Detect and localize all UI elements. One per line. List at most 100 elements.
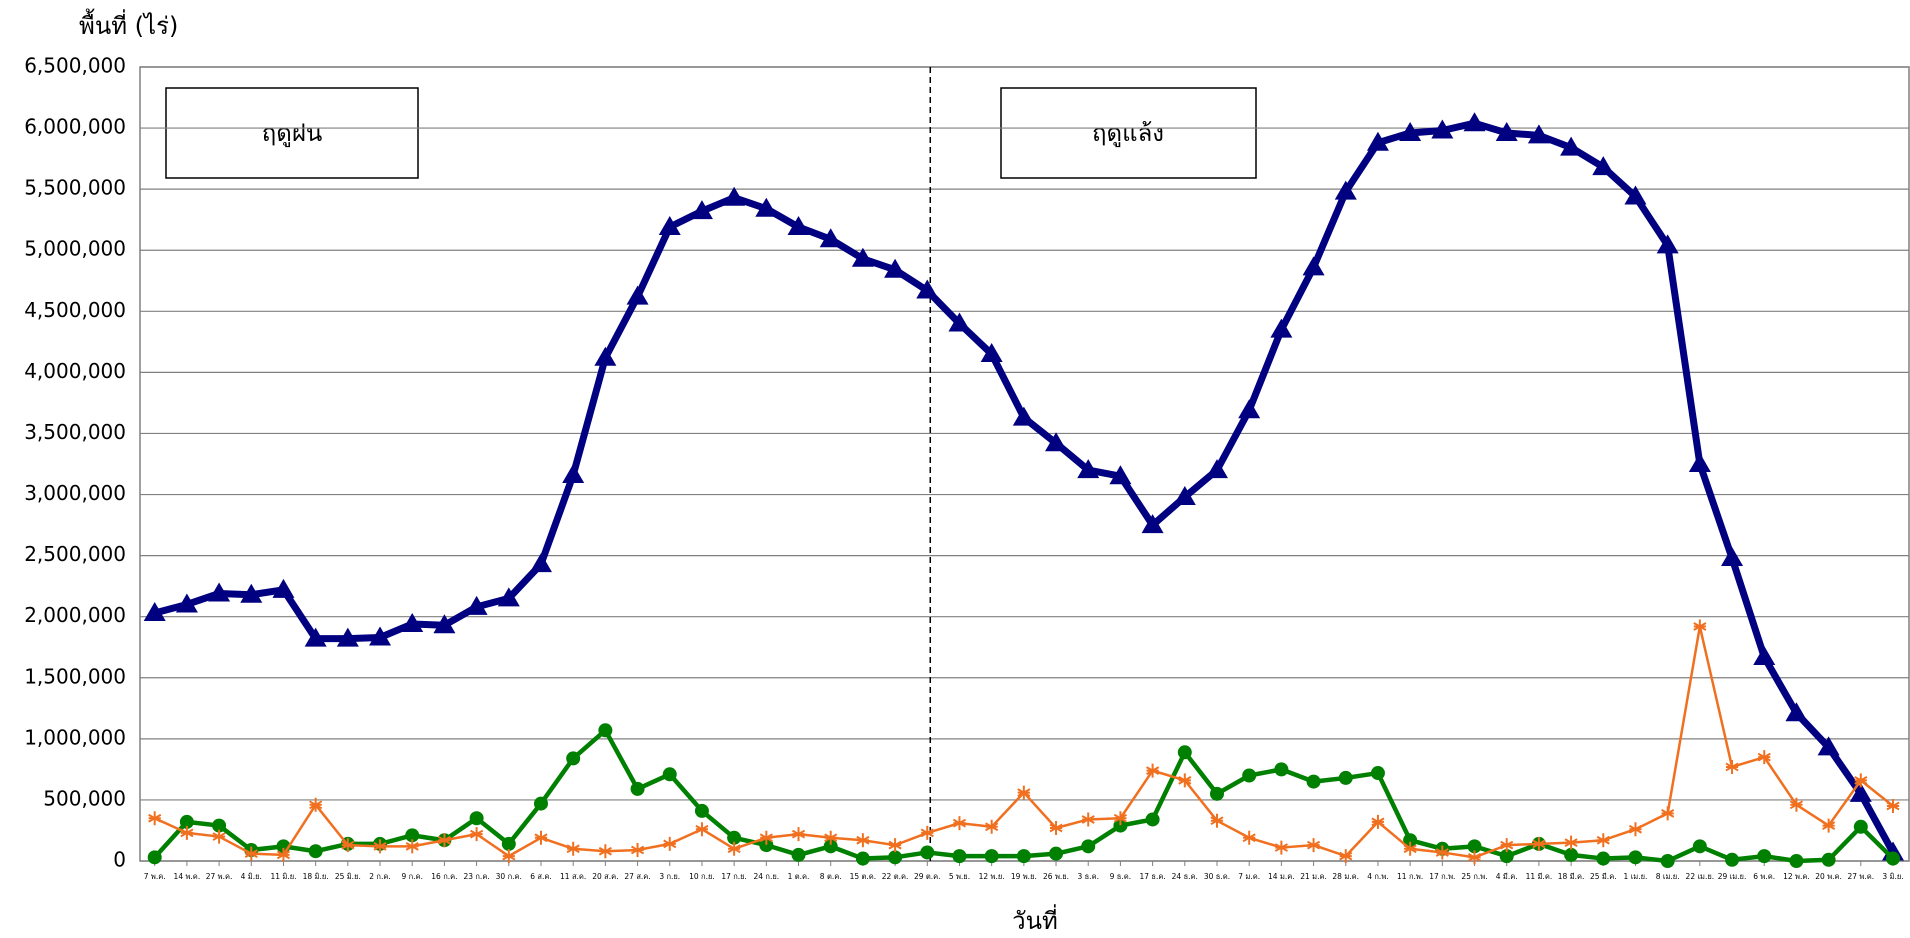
marker [272,578,295,598]
marker [143,602,166,622]
marker [1596,851,1611,866]
marker [1242,830,1256,845]
x-tick-label: 6 ส.ค. [530,872,552,881]
marker [1109,465,1132,485]
marker [405,828,420,843]
x-tick-label: 30 ธ.ค. [1204,872,1230,881]
marker [1366,131,1389,151]
y-tick-label: 3,500,000 [24,420,126,444]
x-tick-label: 18 มิ.ย. [303,872,329,881]
x-tick-label: 21 ม.ค. [1300,872,1327,881]
marker [1399,121,1422,141]
marker [1886,799,1900,814]
marker [470,827,484,842]
x-tick-label: 9 ธ.ค. [1110,872,1132,881]
x-tick-label: 20 ส.ค. [592,872,618,881]
x-tick-label: 20 พ.ค. [1815,872,1842,881]
y-tick-label: 5,500,000 [24,176,126,200]
marker [433,614,456,634]
marker [980,343,1003,363]
marker [465,595,488,615]
y-tick-label: 1,000,000 [24,725,126,749]
marker [1854,773,1868,788]
marker [1789,797,1803,812]
annotation: ฤดูฝน [262,119,323,148]
marker [1302,256,1325,276]
marker [1527,124,1550,144]
x-tick-label: 4 มิ.ย. [241,872,262,881]
x-tick-label: 23 ก.ค. [463,872,489,881]
marker [1656,234,1679,254]
marker [791,847,806,862]
marker [1624,185,1647,205]
marker [1785,702,1808,722]
series-line [153,119,1897,855]
marker [208,582,231,602]
marker [1596,833,1610,848]
x-tick-label: 3 มิ.ย. [1882,872,1903,881]
marker [1725,759,1739,774]
marker [630,781,645,796]
marker [1274,840,1288,855]
x-tick-label: 29 ต.ค. [914,872,941,881]
marker [884,258,907,278]
x-tick-label: 17 ก.ย. [721,872,747,881]
marker [1532,836,1546,851]
marker [723,186,746,206]
x-tick-label: 30 ก.ค. [496,872,522,881]
marker [1077,459,1100,479]
x-tick-label: 17 ธ.ค. [1139,872,1165,881]
annotation: ฤดูแล้ง [1092,119,1164,148]
marker [1146,763,1160,778]
marker [437,833,451,848]
y-tick-label: 6,500,000 [24,54,126,78]
marker [1081,812,1095,827]
x-tick-label: 10 ก.ย. [689,872,715,881]
series-line [154,625,1894,859]
marker [1177,745,1192,760]
marker [1692,839,1707,854]
x-tick-label: 27 พ.ค. [206,872,233,881]
marker [148,811,162,826]
marker [1628,822,1643,837]
x-tick-label: 7 พ.ค. [144,872,166,881]
marker [1049,846,1064,861]
x-tick-label: 25 มี.ค. [1590,872,1617,881]
x-tick-label: 14 พ.ค. [174,872,201,881]
y-tick-label: 2,000,000 [24,603,126,627]
marker [179,814,194,829]
y-tick-label: 500,000 [43,786,126,810]
marker [1371,814,1385,829]
x-tick-label: 27 พ.ค. [1847,872,1874,881]
marker [690,200,713,220]
x-tick-label: 8 ต.ค. [820,872,842,881]
y-tick-label: 5,000,000 [24,237,126,261]
x-tick-label: 2 ก.ค. [369,872,390,881]
marker [336,627,359,647]
x-tick-label: 3 ก.ย. [659,872,680,881]
marker [1017,785,1031,800]
marker [304,627,327,647]
x-tick-label: 24 ธ.ค. [1172,872,1198,881]
marker [244,846,258,861]
marker [1721,547,1744,567]
x-tick-label: 19 พ.ย. [1011,872,1037,881]
marker [1403,841,1417,856]
marker [529,553,552,573]
x-tick-label: 6 พ.ค. [1753,872,1775,881]
x-tick-label: 8 เม.ย. [1656,872,1680,881]
marker [1500,838,1514,853]
marker [1495,121,1518,141]
marker [1560,136,1583,156]
marker [1592,156,1615,176]
marker [1661,806,1675,821]
marker [1499,849,1514,864]
y-tick-label: 6,000,000 [24,115,126,139]
marker [920,845,935,860]
x-tick-label: 5 พ.ย. [949,872,970,881]
marker [888,838,902,853]
marker [369,626,392,646]
annotation-box [1000,87,1257,179]
marker [1012,406,1035,426]
x-tick-label: 12 พ.ย. [979,872,1005,881]
